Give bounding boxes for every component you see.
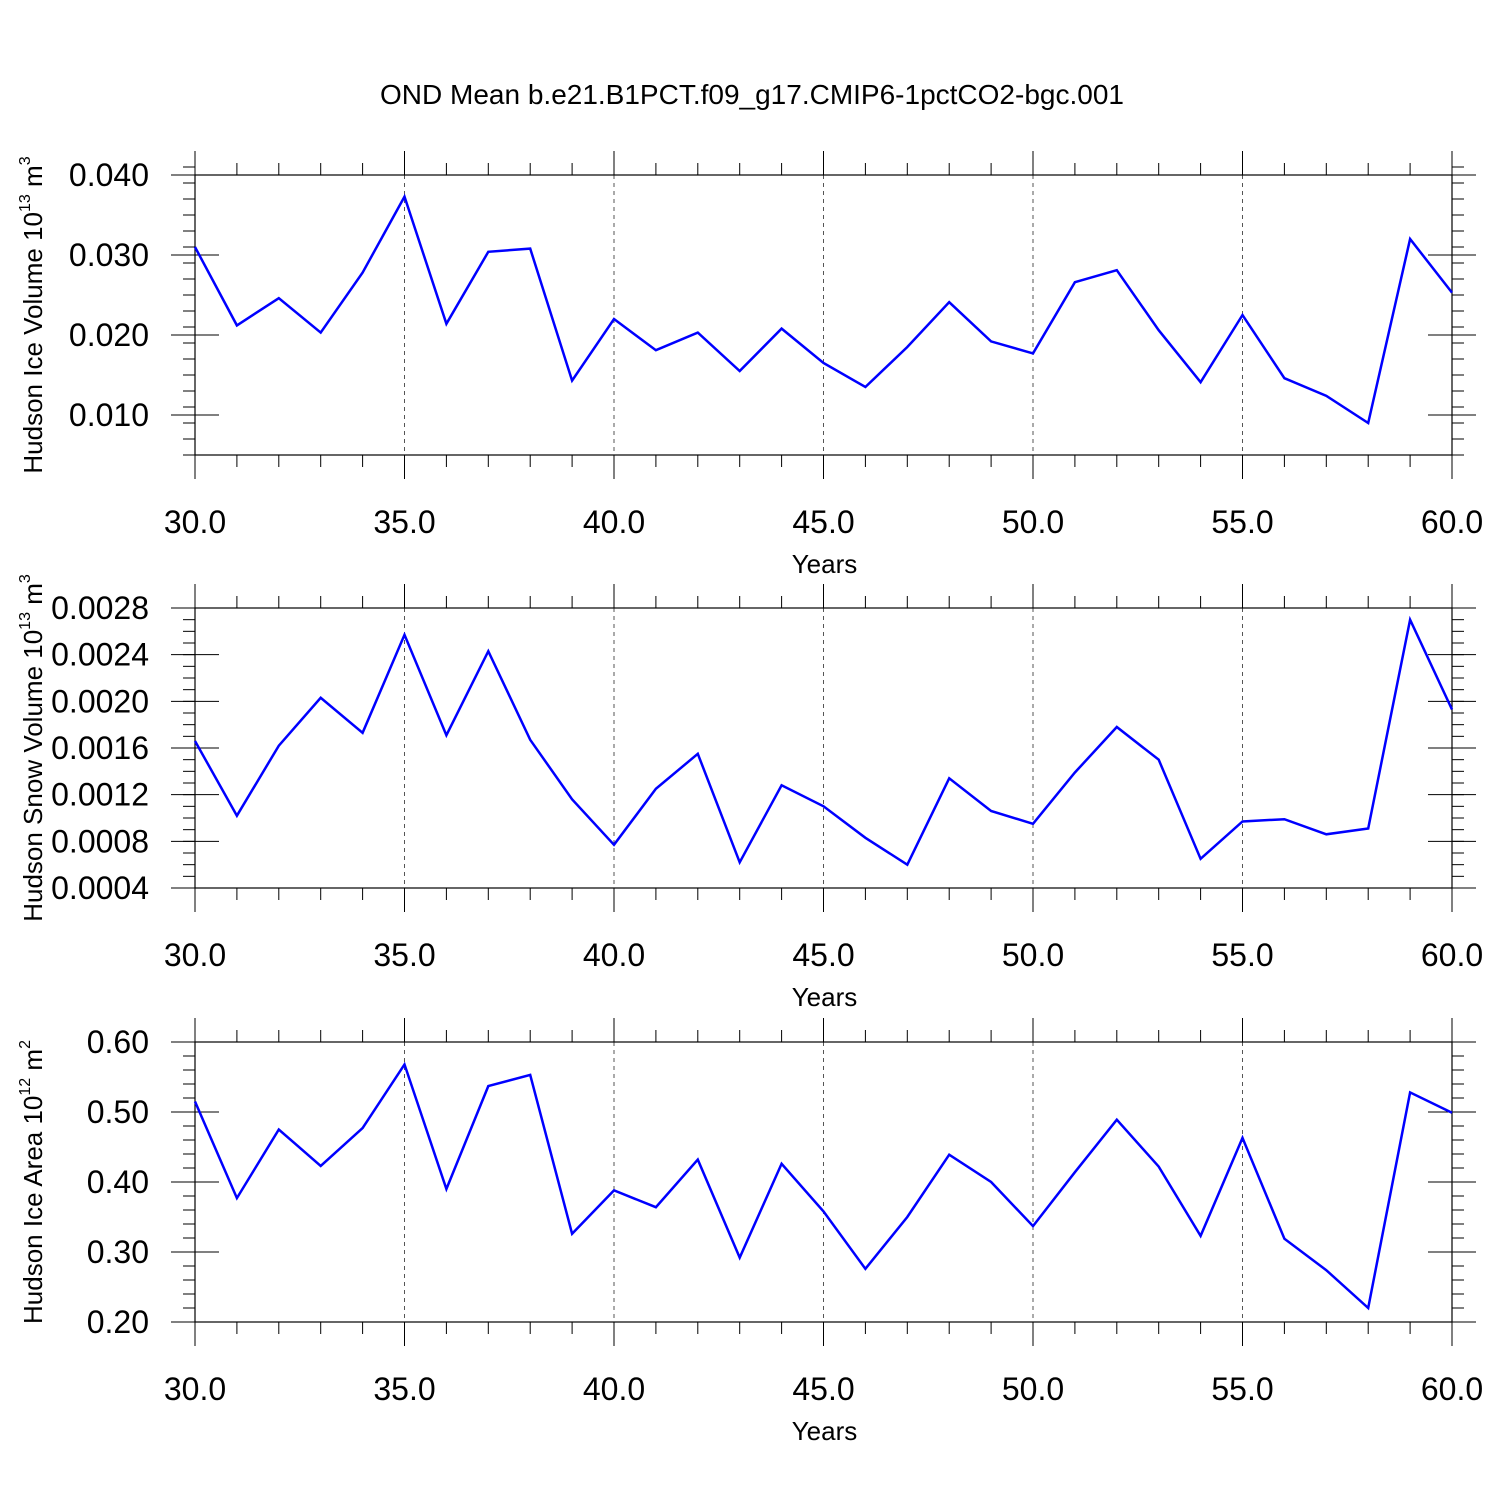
x-tick-label: 40.0 [583,504,645,540]
x-tick-label: 45.0 [792,1371,854,1407]
y-tick-label: 0.020 [69,317,149,353]
x-tick-label: 45.0 [792,937,854,973]
figure-title: OND Mean b.e21.B1PCT.f09_g17.CMIP6-1pctC… [380,79,1124,110]
chart-panel-2: 0.0004 0.0008 0.0012 0.0016 0.0020 0.0024 0.00… [17,574,1483,1012]
x-tick-label: 35.0 [373,937,435,973]
y-tick-label: 0.030 [69,237,149,273]
x-tick-label: 55.0 [1211,504,1273,540]
x-tick-label: 55.0 [1211,937,1273,973]
y-tick-label: 0.60 [87,1024,149,1060]
y-tick-label: 0.20 [87,1304,149,1340]
x-axis-label: Years [792,1416,858,1446]
y-tick-label: 0.40 [87,1164,149,1200]
y-tick-label: 0.0020 [51,683,149,719]
x-axis-label: Years [792,549,858,579]
y-tick-label: 0.0024 [51,637,149,673]
series-line [193,193,1453,426]
y-axis-label: Hudson Snow Volume 1013 m3 [17,574,48,922]
x-tick-label: 35.0 [373,504,435,540]
x-axis-label: Years [792,982,858,1012]
x-tick-label: 30.0 [164,937,226,973]
x-tick-label: 50.0 [1002,937,1064,973]
x-tick-label: 35.0 [373,1371,435,1407]
series-line [193,615,1454,867]
x-tick-label: 60.0 [1421,504,1483,540]
x-tick-label: 60.0 [1421,937,1483,973]
y-axis-label: Hudson Ice Area 1012 m2 [17,1040,48,1324]
x-tick-label: 40.0 [583,937,645,973]
y-tick-label: 0.0004 [51,870,149,906]
x-tick-label: 50.0 [1002,504,1064,540]
series-line [193,1061,1453,1311]
chart-panel-3: 0.20 0.30 0.40 0.50 0.60 30.0 35.0 40.0 45.0 50.0… [17,1018,1483,1446]
y-tick-label: 0.040 [69,157,149,193]
y-tick-label: 0.0016 [51,730,149,766]
y-axis-label: Hudson Ice Volume 1013 m3 [17,156,48,473]
x-tick-label: 50.0 [1002,1371,1064,1407]
y-tick-label: 0.0028 [51,590,149,626]
x-tick-label: 30.0 [164,504,226,540]
x-tick-label: 60.0 [1421,1371,1483,1407]
y-tick-label: 0.0008 [51,823,149,859]
x-tick-label: 45.0 [792,504,854,540]
y-tick-label: 0.0012 [51,777,149,813]
x-tick-label: 30.0 [164,1371,226,1407]
x-tick-label: 55.0 [1211,1371,1273,1407]
y-tick-label: 0.010 [69,397,149,433]
y-tick-label: 0.50 [87,1094,149,1130]
chart-panel-1: 0.010 0.020 0.030 0.040 30.0 35.0 40.0 45.0 50.0… [17,151,1483,579]
y-tick-label: 0.30 [87,1234,149,1270]
panels: 0.010 0.020 0.030 0.040 30.0 35.0 40.0 45.0 50.0… [17,151,1483,1446]
x-tick-label: 40.0 [583,1371,645,1407]
